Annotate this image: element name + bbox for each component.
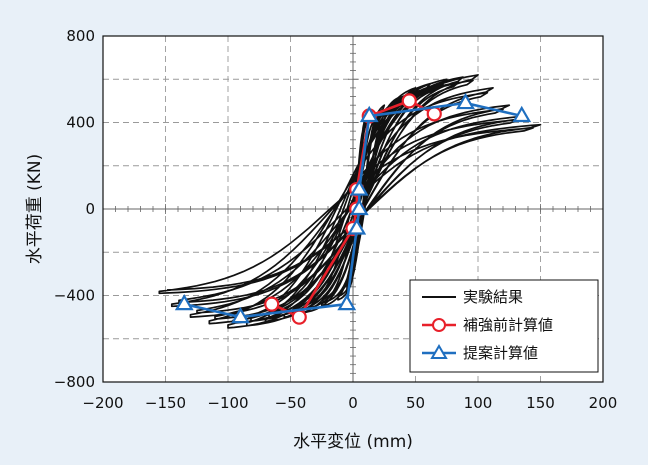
x-axis-title: 水平変位 (mm): [293, 432, 413, 452]
data-point-triangle: [347, 218, 367, 235]
experiment-hysteresis-line: [158, 74, 542, 329]
legend-marker-circle: [432, 318, 446, 332]
data-point-circle: [401, 93, 417, 109]
series-experiment: [158, 74, 542, 329]
x-tick-label: −100: [207, 394, 248, 412]
data-point-circle: [264, 296, 280, 312]
legend-marker-triangle: [430, 344, 448, 359]
data-point-triangle: [456, 92, 475, 110]
x-tick-label: 0: [348, 394, 358, 412]
y-tick-label: 400: [66, 114, 95, 132]
y-tick-label: 0: [85, 200, 95, 218]
calc-series: [174, 92, 532, 325]
y-tick-label: 800: [66, 27, 95, 45]
y-axis-title: 水平荷重 (KN): [25, 154, 45, 265]
plot-frame: [102, 35, 604, 383]
y-tick-label: −800: [54, 373, 95, 391]
data-point-triangle: [349, 179, 369, 196]
x-tick-label: −150: [145, 394, 186, 412]
x-tick-label: 100: [464, 394, 493, 412]
data-point-triangle: [359, 105, 379, 123]
data-point-triangle: [174, 293, 194, 311]
legend-label-experiment: 実験結果: [463, 288, 523, 306]
x-tick-labels: −200 −150 −100 −50 0 50 100 150 200: [82, 394, 617, 412]
data-point-circle: [291, 309, 307, 325]
legend: 実験結果 補強前計算値 提案計算値: [409, 279, 599, 373]
data-point-triangle: [349, 198, 369, 216]
x-tick-label: −50: [275, 394, 307, 412]
data-point-triangle: [337, 293, 357, 311]
y-tick-labels: −800 −400 0 400 800: [54, 27, 95, 391]
x-tick-label: 200: [589, 394, 618, 412]
data-point-circle: [426, 106, 442, 122]
x-tick-label: 50: [406, 394, 425, 412]
legend-label-pre-reinforcement: 補強前計算値: [463, 316, 553, 334]
x-tick-label: −200: [82, 394, 123, 412]
legend-label-proposed: 提案計算値: [463, 344, 538, 362]
y-tick-label: −400: [54, 287, 95, 305]
data-point-triangle: [231, 306, 250, 324]
data-point-triangle: [512, 105, 532, 123]
x-tick-label: 150: [526, 394, 555, 412]
